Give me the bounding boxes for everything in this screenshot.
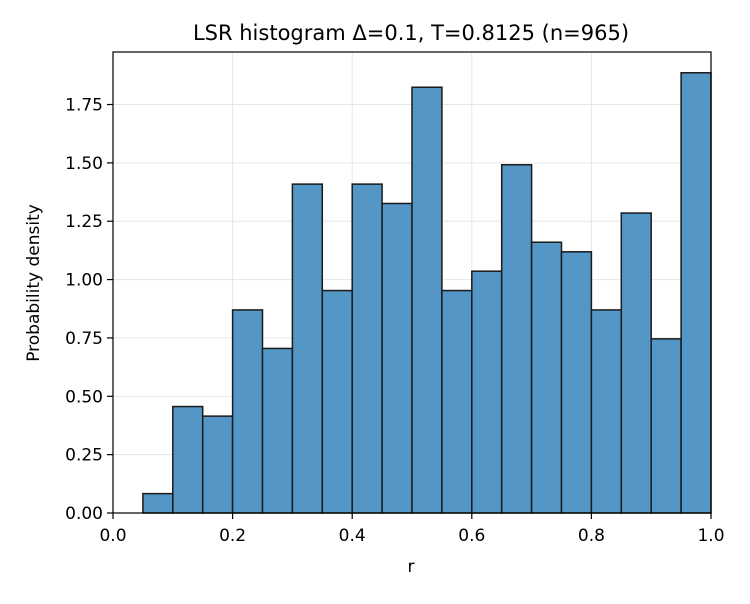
y-tick-label: 0.50 [65, 387, 103, 407]
bars-layer [142, 72, 712, 514]
y-tick-label: 1.50 [65, 154, 103, 174]
axes-layer [112, 51, 712, 514]
histogram-bar [441, 289, 473, 514]
histogram-bar [680, 72, 712, 514]
x-tick-label: 0.6 [458, 526, 485, 546]
histogram-bar [500, 163, 533, 514]
histogram-bar [291, 183, 324, 514]
histogram-bar [411, 86, 443, 514]
x-tick-label: 0.0 [99, 526, 126, 546]
y-axis-label: Probability density [24, 204, 44, 362]
histogram-bar [530, 241, 563, 514]
plot-frame [112, 51, 712, 514]
histogram-bar [471, 270, 503, 514]
x-tick-label: 0.8 [578, 526, 605, 546]
y-tick-label: 1.75 [65, 96, 103, 116]
histogram-bar [321, 289, 353, 514]
ticks-layer: 0.0 0.2 0.4 0.6 0.8 1.0 0.00 0.25 0.50 0.75 1.00 1.… [65, 96, 724, 546]
histogram-bar [142, 492, 174, 514]
histogram-bar [261, 347, 294, 514]
histogram-bar [351, 183, 383, 514]
y-tick-label: 1.00 [65, 271, 103, 291]
histogram-bar [381, 202, 413, 514]
histogram-bar [201, 415, 234, 514]
histogram-bar [590, 309, 623, 514]
y-tick-label: 0.00 [65, 504, 103, 524]
histogram-bar [650, 338, 682, 514]
y-tick-label: 0.75 [65, 329, 103, 349]
histogram-bar [620, 212, 652, 514]
x-axis-label: r [408, 557, 415, 577]
y-tick-label: 0.25 [65, 446, 103, 466]
histogram-bar [231, 309, 264, 514]
x-tick-label: 0.2 [219, 526, 246, 546]
histogram-bar [172, 405, 204, 514]
x-tick-label: 1.0 [697, 526, 724, 546]
chart-title: LSR histogram Δ=0.1, T=0.8125 (n=965) [193, 21, 629, 45]
y-tick-label: 1.25 [65, 212, 103, 232]
histogram-bar [560, 251, 593, 514]
x-tick-label: 0.4 [339, 526, 366, 546]
